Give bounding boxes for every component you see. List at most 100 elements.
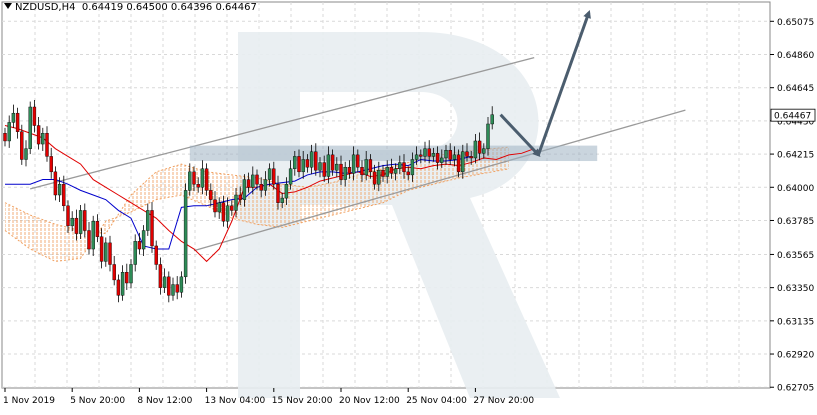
y-tick-label: 0.64430 — [777, 117, 814, 127]
candle — [20, 124, 24, 165]
y-tick-label: 0.64000 — [777, 184, 814, 194]
watermark-shape — [238, 32, 560, 398]
candle-body-bull — [225, 205, 230, 222]
candle-body-bull — [482, 148, 486, 154]
support-zone-rectangle[interactable] — [189, 145, 598, 162]
candle — [41, 127, 45, 151]
candle-body-bull — [28, 106, 32, 149]
candle — [297, 149, 301, 178]
candle — [95, 214, 100, 243]
candle — [167, 271, 171, 303]
candle — [137, 232, 142, 255]
candle-body-bear — [368, 159, 373, 173]
candle — [339, 155, 343, 185]
candle — [335, 157, 339, 178]
candle-body-bull — [91, 221, 95, 250]
candle — [188, 163, 192, 196]
candle-body-bear — [83, 210, 87, 231]
candle — [179, 271, 184, 298]
candle-body-bull — [251, 174, 255, 188]
candle-body-bear — [330, 154, 335, 171]
candle-body-bear — [95, 221, 100, 237]
candle-body-bull — [410, 159, 415, 176]
dropdown-triangle-icon[interactable] — [4, 3, 12, 9]
candle-body-bull — [11, 112, 16, 123]
x-tick-label: 27 Nov 20:00 — [473, 396, 534, 406]
candle — [330, 149, 335, 176]
candle-body-bull — [41, 133, 45, 145]
candle-body-bear — [389, 167, 394, 174]
candle — [242, 174, 247, 207]
candle — [456, 149, 461, 178]
header-high: 0.64500 — [126, 2, 168, 13]
candle-body-bull — [293, 156, 297, 169]
candle — [267, 163, 272, 187]
candle — [477, 132, 482, 161]
candle — [444, 144, 448, 165]
candle — [288, 160, 293, 190]
candle-body-bear — [158, 264, 163, 288]
candle-body-bear — [154, 245, 158, 265]
candle — [293, 150, 297, 176]
candle — [301, 150, 305, 179]
candle — [112, 255, 116, 286]
candle — [431, 147, 436, 162]
candle-body-bear — [108, 242, 112, 265]
forecast-arrows[interactable] — [499, 9, 591, 158]
candle — [351, 146, 356, 181]
candle-body-bull — [486, 123, 490, 149]
candle-body-bull — [24, 148, 28, 160]
channel-lower-line — [193, 109, 686, 252]
candle-body-bull — [309, 151, 314, 168]
candle-body-bear — [448, 150, 452, 160]
channel-upper-line — [30, 56, 535, 190]
candle — [406, 166, 410, 181]
candle-body-bull — [364, 159, 368, 176]
y-tick-label: 0.63135 — [777, 317, 814, 327]
candle-body-bear — [36, 125, 41, 145]
candle-body-bear — [150, 210, 154, 247]
candle-body-bear — [339, 163, 343, 180]
candle — [213, 191, 217, 218]
candle — [62, 175, 66, 212]
candle-body-bull — [377, 170, 381, 185]
candle-body-bear — [15, 112, 20, 132]
trend-channel[interactable] — [30, 56, 686, 252]
current-price-label: 0.64467 — [774, 112, 811, 122]
candle-body-bear — [175, 284, 179, 293]
candle — [427, 140, 431, 164]
candle-body-bull — [335, 163, 339, 171]
candle-body-bear — [356, 154, 360, 168]
candle-body-bull — [141, 230, 146, 250]
candle-body-bull — [385, 167, 389, 177]
support-zone-fill — [189, 145, 598, 162]
candle-body-bull — [133, 241, 137, 265]
candle — [364, 150, 368, 181]
candle — [36, 117, 41, 150]
candle — [49, 147, 53, 179]
candle-body-bull — [326, 154, 331, 177]
candle — [368, 154, 373, 179]
candle — [11, 104, 16, 128]
candle-body-bear — [3, 133, 7, 142]
candle-body-bull — [301, 159, 305, 173]
y-tick-label: 0.64860 — [777, 51, 814, 61]
candle-body-bear — [49, 156, 53, 173]
candle-body-bear — [246, 179, 251, 188]
candle-body-bull — [104, 242, 108, 262]
candle-body-bull — [200, 168, 205, 188]
candle — [473, 134, 478, 164]
candle-body-bull — [179, 276, 184, 293]
candle-body-bear — [255, 174, 259, 185]
x-tick-label: 5 Nov 20:00 — [70, 396, 125, 406]
candle — [419, 149, 423, 164]
candle-body-bull — [70, 217, 74, 227]
header-low: 0.64396 — [170, 2, 213, 13]
y-tick-label: 0.63350 — [777, 284, 814, 294]
candle — [246, 172, 251, 193]
candle-body-bull — [431, 153, 436, 157]
candle — [280, 192, 284, 209]
candle — [158, 257, 163, 295]
